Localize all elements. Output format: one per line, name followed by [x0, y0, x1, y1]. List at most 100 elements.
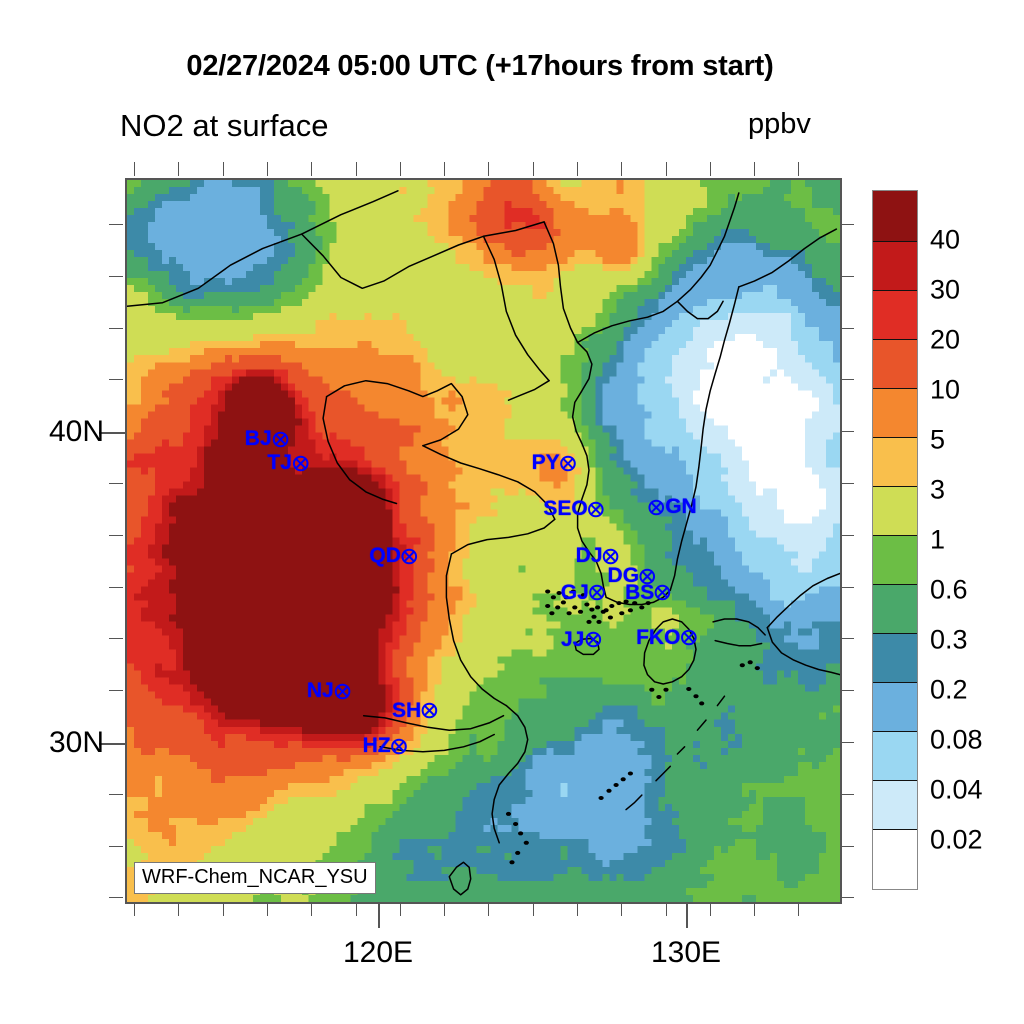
- colorbar-tick-label: 5: [930, 424, 946, 455]
- city-marker-sh[interactable]: SH: [392, 699, 438, 723]
- circle-cross-icon: [421, 702, 438, 719]
- city-marker-nj[interactable]: NJ: [307, 679, 351, 703]
- circle-cross-icon: [680, 629, 697, 646]
- city-label: SEO: [543, 497, 588, 521]
- axis-tick: [840, 587, 854, 588]
- axis-tick: [134, 902, 135, 916]
- city-marker-jj[interactable]: JJ: [561, 628, 601, 652]
- circle-cross-icon: [292, 455, 309, 472]
- colorbar-band: [873, 241, 917, 290]
- colorbar-band: [873, 780, 917, 829]
- colorbar-tick-label: 3: [930, 474, 946, 505]
- axis-tick: [109, 483, 123, 484]
- colorbar-tick-label: 10: [930, 374, 961, 405]
- colorbar-band: [873, 290, 917, 339]
- axis-tick: [686, 902, 688, 928]
- circle-cross-icon: [560, 455, 577, 472]
- axis-tick: [444, 162, 445, 176]
- city-marker-qd[interactable]: QD: [369, 544, 418, 568]
- axis-tick: [99, 743, 125, 745]
- circle-cross-icon: [272, 431, 289, 448]
- city-marker-bj[interactable]: BJ: [245, 427, 289, 451]
- axis-tick: [710, 162, 711, 176]
- axis-tick: [488, 902, 489, 916]
- axis-tick: [754, 162, 755, 176]
- colorbar-band: [873, 682, 917, 731]
- axis-tick: [109, 328, 123, 329]
- colorbar-tick-label: 1: [930, 524, 946, 555]
- axis-tick: [533, 162, 534, 176]
- axis-tick: [840, 431, 854, 432]
- circle-cross-icon: [603, 548, 620, 565]
- colorbar-tick-label: 0.02: [930, 824, 983, 855]
- axis-tick: [710, 902, 711, 916]
- axis-tick: [109, 794, 123, 795]
- city-label: BJ: [244, 427, 272, 451]
- colorbar-band: [873, 535, 917, 584]
- axis-tick: [267, 902, 268, 916]
- circle-cross-icon: [401, 548, 418, 565]
- colorbar-band: [873, 388, 917, 437]
- city-label: GN: [665, 495, 697, 519]
- axis-tick: [400, 902, 401, 916]
- axis-tick: [798, 902, 799, 916]
- axis-tick: [577, 902, 578, 916]
- city-marker-hz[interactable]: HZ: [363, 734, 408, 758]
- city-label: PY: [531, 451, 560, 475]
- axis-tick: [577, 162, 578, 176]
- colorbar-tick-label: 0.04: [930, 774, 983, 805]
- city-marker-dg[interactable]: DG: [608, 564, 657, 588]
- axis-tick: [840, 224, 854, 225]
- city-marker-fko[interactable]: FKO: [636, 626, 697, 650]
- city-marker-seo[interactable]: SEO: [543, 497, 605, 521]
- axis-tick: [840, 794, 854, 795]
- colorbar[interactable]: [872, 190, 918, 890]
- city-marker-tj[interactable]: TJ: [267, 451, 309, 475]
- city-marker-gj[interactable]: GJ: [561, 581, 606, 605]
- circle-cross-icon: [584, 631, 601, 648]
- x-axis-label: 120E: [342, 936, 414, 969]
- axis-tick: [666, 902, 667, 916]
- city-marker-bs[interactable]: BS: [625, 581, 671, 605]
- axis-tick: [840, 638, 854, 639]
- variable-label: NO2 at surface: [120, 108, 329, 143]
- page-title: 02/27/2024 05:00 UTC (+17hours from star…: [186, 50, 774, 82]
- axis-tick: [109, 224, 123, 225]
- city-marker-py[interactable]: PY: [532, 451, 577, 475]
- colorbar-tick-label: 40: [930, 224, 961, 255]
- axis-tick: [109, 535, 123, 536]
- axis-tick: [840, 483, 854, 484]
- colorbar-tick-label: 0.3: [930, 624, 968, 655]
- colorbar-band: [873, 584, 917, 633]
- axis-tick: [99, 432, 125, 434]
- colorbar-band: [873, 437, 917, 486]
- colorbar-tick-label: 20: [930, 324, 961, 355]
- model-tag: WRF-Chem_NCAR_YSU: [134, 862, 376, 894]
- axis-tick: [488, 162, 489, 176]
- axis-tick: [178, 162, 179, 176]
- axis-tick: [444, 902, 445, 916]
- city-marker-dj[interactable]: DJ: [576, 544, 620, 568]
- map-plot-area[interactable]: BJ TJ QD NJ SH HZ PY SEO GN DJ DG GJ BS JJ FKO WRF-Che…: [125, 178, 842, 904]
- colorbar-band: [873, 633, 917, 682]
- city-label: FKO: [636, 625, 681, 649]
- circle-cross-icon: [391, 738, 408, 755]
- axis-tick: [134, 162, 135, 176]
- axis-tick: [666, 162, 667, 176]
- circle-cross-icon: [654, 584, 671, 601]
- units-label: ppbv: [748, 108, 811, 140]
- city-label: NJ: [306, 679, 334, 703]
- axis-tick: [621, 902, 622, 916]
- city-label: BS: [625, 580, 655, 604]
- circle-cross-icon: [588, 501, 605, 518]
- circle-cross-icon: [589, 584, 606, 601]
- axis-tick: [356, 902, 357, 916]
- city-marker-gn[interactable]: GN: [648, 495, 697, 519]
- x-axis-label: 130E: [650, 936, 722, 969]
- axis-tick: [840, 276, 854, 277]
- colorbar-band: [873, 829, 917, 878]
- axis-tick: [400, 162, 401, 176]
- axis-tick: [267, 162, 268, 176]
- colorbar-band: [873, 731, 917, 780]
- city-label: DG: [607, 564, 640, 588]
